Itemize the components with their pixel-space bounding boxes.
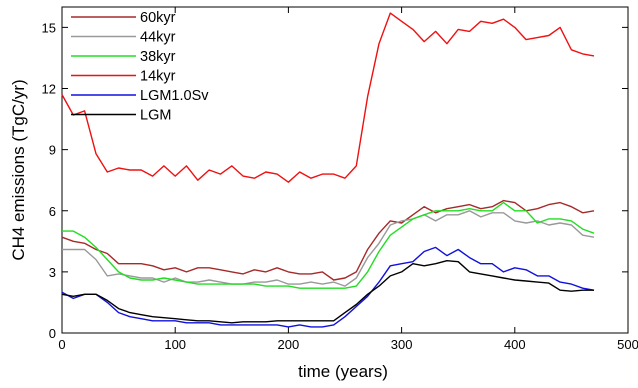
legend-label: 38kyr	[140, 49, 176, 65]
series-line-14kyr	[61, 12, 595, 183]
y-tick-label: 3	[49, 265, 56, 280]
x-axis-label: time (years)	[298, 362, 388, 381]
legend-label: LGM	[140, 108, 171, 124]
series-line-38kyr	[62, 201, 595, 289]
plot-frame	[61, 6, 629, 334]
series-line-lgm1-0sv	[61, 246, 595, 328]
x-tick-label: 0	[58, 337, 65, 352]
legend-label: 14kyr	[140, 69, 176, 85]
y-tick-label: 0	[49, 326, 56, 341]
axis-ticks: 0 100 200 300 400 500 0 3 6 9 12 15	[42, 7, 638, 352]
x-tick-label: 100	[164, 337, 186, 352]
series-line-60kyr	[61, 199, 595, 281]
series-line-lgm	[61, 260, 594, 324]
y-tick-label: 12	[42, 82, 56, 97]
y-tick-label: 9	[49, 143, 56, 158]
y-axis-label: CH4 emissions (TgC/yr)	[9, 79, 28, 260]
y-tick-label: 15	[42, 20, 56, 35]
legend-label: 44kyr	[140, 30, 176, 46]
legend: 60kyr 44kyr 38kyr 14kyr LGM1.0Sv LGM	[71, 10, 209, 124]
y-tick-label: 6	[49, 204, 56, 219]
legend-label: 60kyr	[140, 10, 176, 26]
x-tick-label: 400	[504, 337, 526, 352]
series-line-44kyr	[62, 210, 595, 287]
legend-label: LGM1.0Sv	[140, 88, 209, 104]
x-tick-label: 300	[391, 337, 413, 352]
x-tick-label: 500	[617, 337, 638, 352]
x-tick-label: 200	[278, 337, 300, 352]
series-lines	[61, 12, 595, 328]
